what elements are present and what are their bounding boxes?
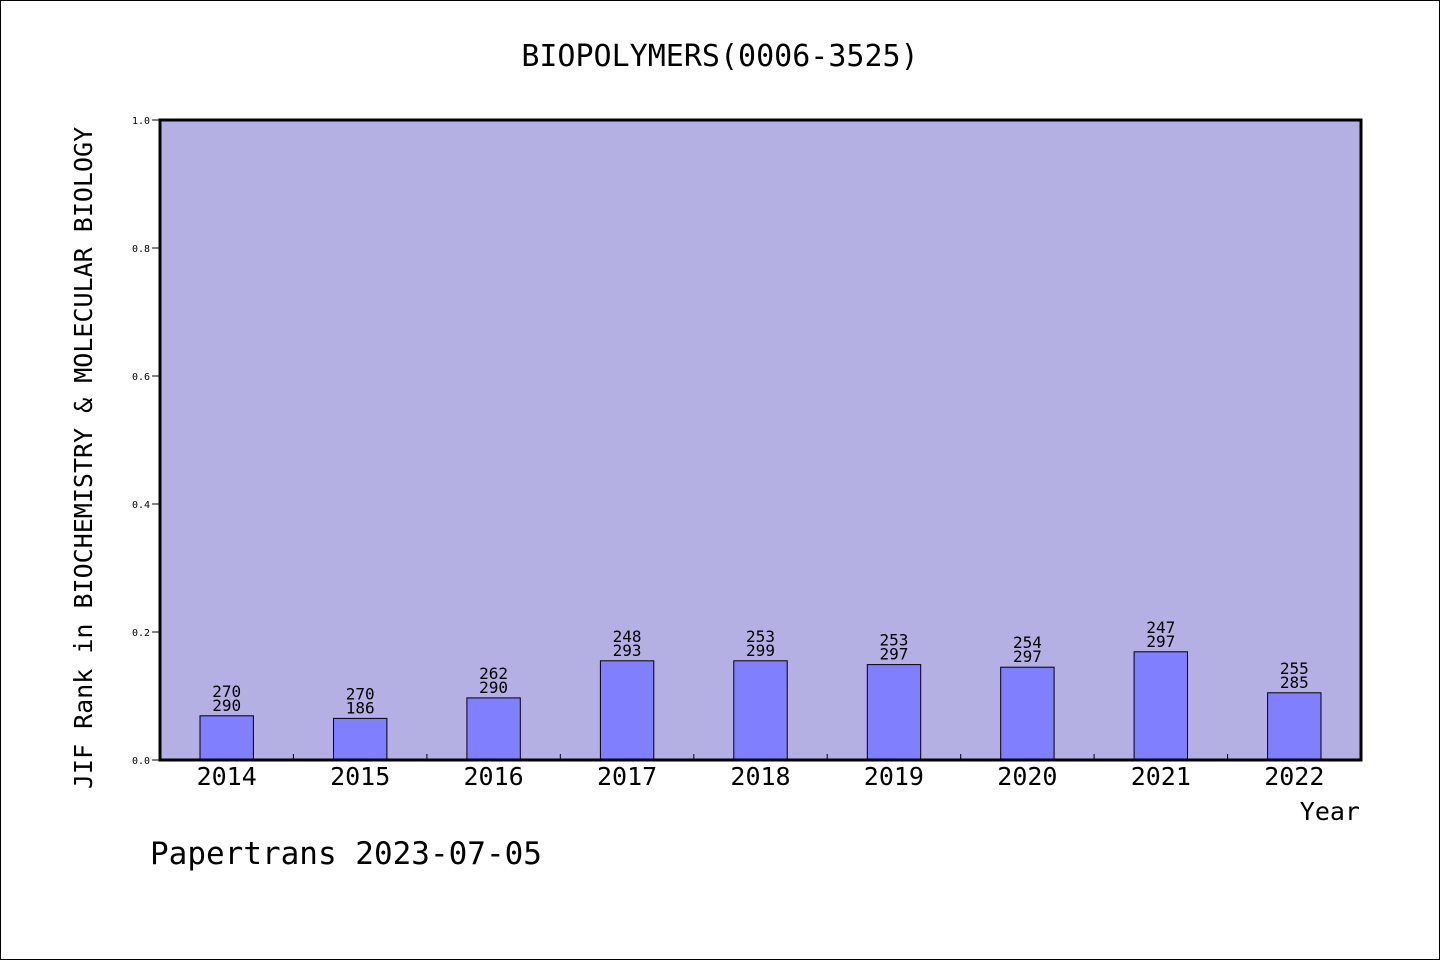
bars-group xyxy=(199,651,1322,761)
bar-total-label-2018: 299 xyxy=(746,641,775,660)
y-tick-label-0.6: 0.6 xyxy=(132,372,150,383)
bar-2014 xyxy=(199,715,254,761)
footer-credit: Papertrans 2023-07-05 xyxy=(150,836,542,872)
x-tick-label-2019: 2019 xyxy=(864,762,924,791)
bar-rank-label-2020: 254 xyxy=(1013,633,1042,652)
bar-rank-label-2018: 253 xyxy=(746,627,775,646)
bar-total-label-2016: 290 xyxy=(479,678,508,697)
bar-2019 xyxy=(866,664,922,761)
bar-total-label-2015: 186 xyxy=(346,698,375,717)
x-tick-label-2015: 2015 xyxy=(330,762,390,791)
x-axis: 2014 2015 2016 2017 2018 2019 2020 2021 2022 xyxy=(197,754,1324,791)
x-axis-label: Year xyxy=(1300,797,1360,826)
x-tick-label-2014: 2014 xyxy=(197,762,257,791)
bar-total-label-2014: 290 xyxy=(212,696,241,715)
y-tick-label-0.2: 0.2 xyxy=(132,628,150,639)
bar-rank-label-2014: 270 xyxy=(212,682,241,701)
x-tick-label-2018: 2018 xyxy=(730,762,790,791)
bar-2016 xyxy=(466,697,521,761)
bar-labels-group: 2702902701862622902482932532992532972542… xyxy=(212,618,1309,718)
bar-2018 xyxy=(733,660,788,761)
bar-total-label-2019: 297 xyxy=(879,645,908,664)
bar-rank-label-2016: 262 xyxy=(479,664,508,683)
y-tick-label-1.0: 1.0 xyxy=(132,116,150,127)
x-tick-label-2021: 2021 xyxy=(1131,762,1191,791)
x-tick-label-2016: 2016 xyxy=(463,762,523,791)
bar-total-label-2021: 297 xyxy=(1146,632,1175,651)
bar-2017 xyxy=(599,660,655,761)
y-tick-label-0.4: 0.4 xyxy=(132,500,150,511)
bar-total-label-2017: 293 xyxy=(613,641,642,660)
bar-2021 xyxy=(1133,651,1188,761)
y-tick-label-0.8: 0.8 xyxy=(132,244,150,255)
y-axis-label: JIF Rank in BIOCHEMISTRY & MOLECULAR BIO… xyxy=(69,127,98,789)
bar-total-label-2022: 285 xyxy=(1280,673,1309,692)
chart-title: BIOPOLYMERS(0006-3525) xyxy=(521,39,918,74)
x-tick-label-2020: 2020 xyxy=(997,762,1057,791)
x-tick-label-2022: 2022 xyxy=(1264,762,1324,791)
bar-rank-label-2022: 255 xyxy=(1280,659,1309,678)
plot-border xyxy=(158,118,1363,762)
y-tick-label-0.0: 0.0 xyxy=(132,756,150,767)
bar-total-label-2020: 297 xyxy=(1013,647,1042,666)
bar-rank-label-2017: 248 xyxy=(613,627,642,646)
x-tick-label-2017: 2017 xyxy=(597,762,657,791)
bar-rank-label-2019: 253 xyxy=(879,631,908,650)
bar-2020 xyxy=(1000,666,1055,761)
bar-rank-label-2015: 270 xyxy=(346,684,375,703)
y-axis: 0.0 0.2 0.4 0.6 0.8 1.0 xyxy=(132,116,160,767)
bar-2015 xyxy=(333,717,388,761)
bar-rank-label-2021: 247 xyxy=(1146,618,1175,637)
bar-2022 xyxy=(1267,692,1322,761)
